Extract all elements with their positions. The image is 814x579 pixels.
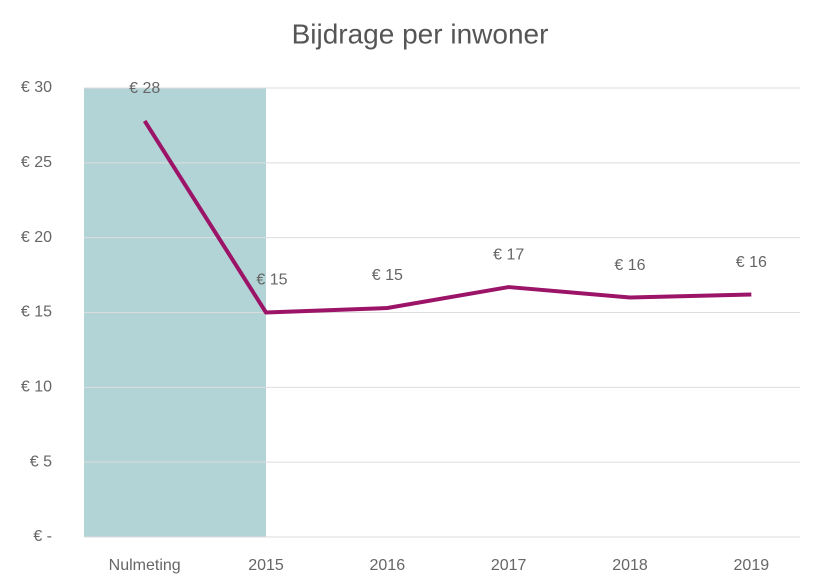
y-tick-label: € 20: [21, 229, 52, 246]
y-tick-label: € 10: [21, 379, 52, 396]
data-label: € 17: [493, 246, 524, 263]
y-tick-label: € -: [33, 528, 52, 545]
chart-title: Bijdrage per inwoner: [292, 18, 549, 49]
y-tick-label: € 5: [30, 453, 52, 470]
x-tick-label: 2015: [248, 557, 284, 574]
y-tick-label: € 30: [21, 79, 52, 96]
y-tick-label: € 15: [21, 304, 52, 321]
y-tick-label: € 25: [21, 154, 52, 171]
data-line: [142, 119, 752, 315]
data-label: € 16: [614, 257, 645, 274]
data-label: € 16: [736, 254, 767, 271]
x-tick-label: 2017: [491, 557, 527, 574]
data-label: € 28: [129, 80, 160, 97]
x-tick-label: 2018: [612, 557, 648, 574]
data-label: € 15: [256, 272, 287, 289]
data-label: € 15: [372, 267, 403, 284]
x-tick-label: Nulmeting: [109, 557, 181, 574]
x-tick-label: 2019: [734, 557, 770, 574]
x-tick-label: 2016: [370, 557, 406, 574]
